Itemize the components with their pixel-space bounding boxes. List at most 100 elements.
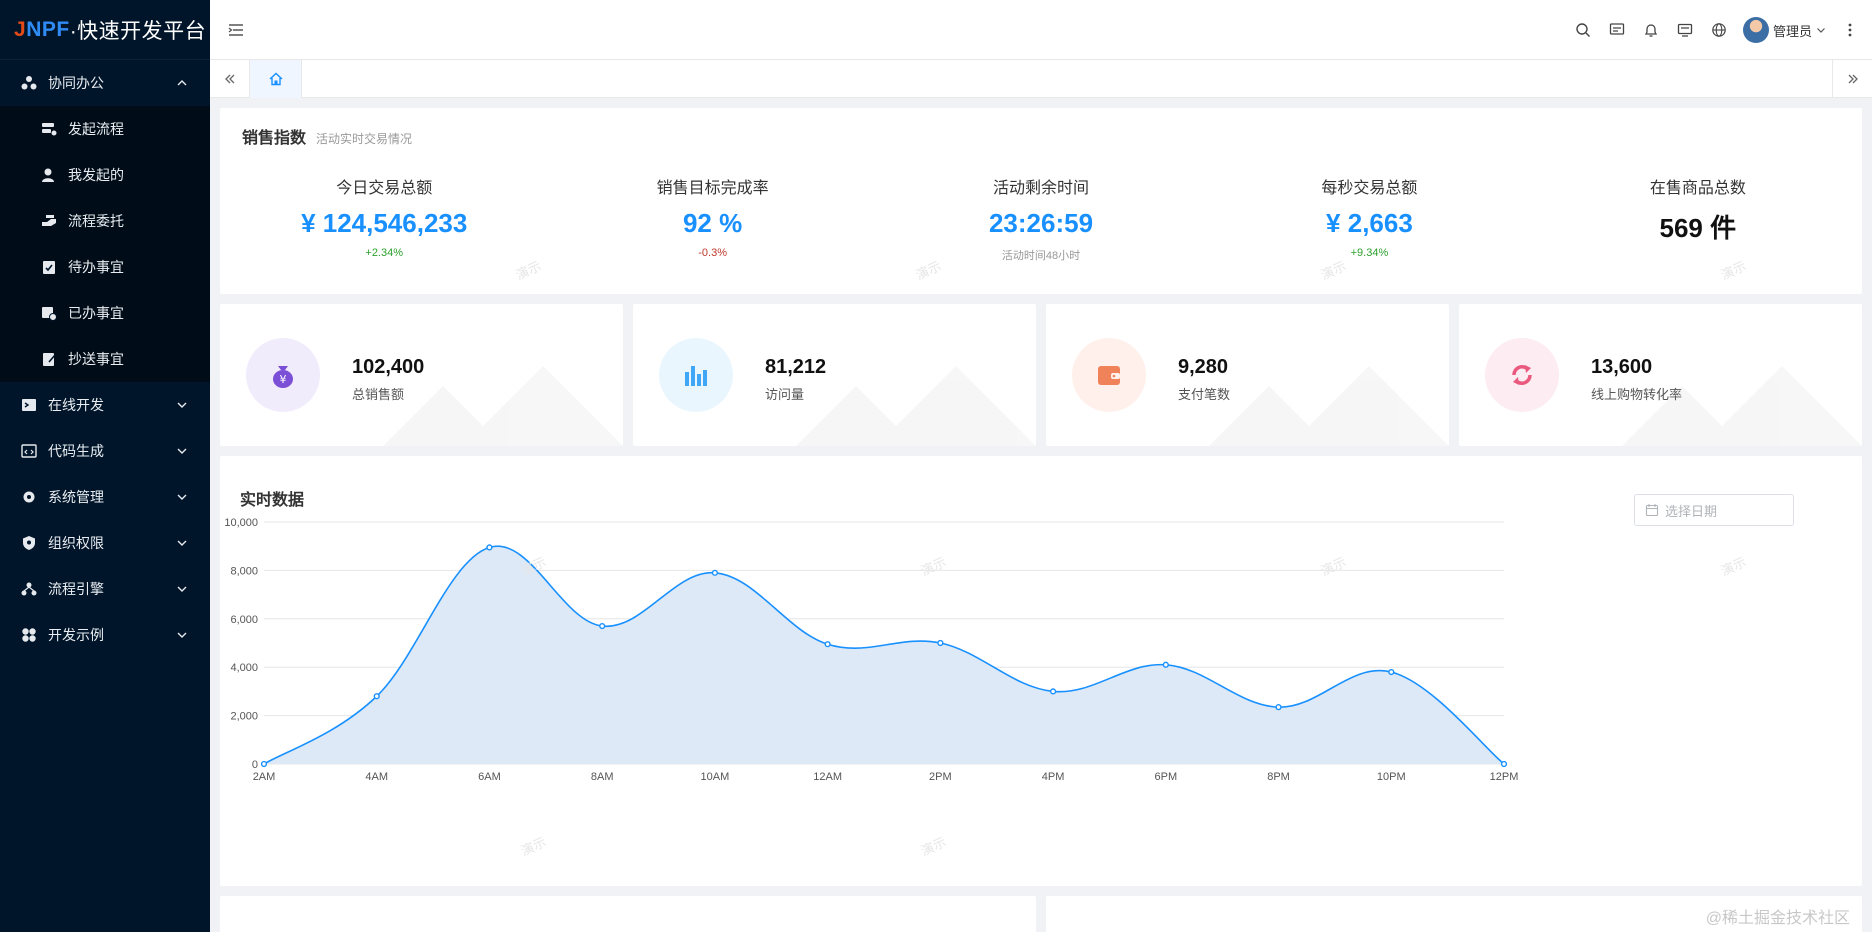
sales-index-card: 销售指数 活动实时交易情况 今日交易总额 ¥ 124,546,233 +2.34… xyxy=(220,108,1862,294)
kpi-label: 活动剩余时间 xyxy=(993,180,1090,197)
menu-collapse-icon[interactable] xyxy=(226,20,246,40)
sidebar-group-online-dev[interactable]: 在线开发 xyxy=(0,382,210,428)
kpi-change: +9.34% xyxy=(1350,247,1389,259)
kpi-label: 今日交易总额 xyxy=(336,180,433,197)
sidebar-item-label: 流程委托 xyxy=(68,213,124,229)
globe-icon[interactable] xyxy=(1709,20,1729,40)
sidebar-item-label: 待办事宜 xyxy=(68,259,124,275)
bell-icon[interactable] xyxy=(1641,20,1661,40)
kpi-value: ¥ 2,663 xyxy=(1326,208,1413,238)
data-point xyxy=(1275,704,1282,711)
x-tick-label: 4AM xyxy=(365,771,388,783)
sidebar-group-label: 组织权限 xyxy=(48,535,104,551)
decorative-arrows xyxy=(1622,366,1862,446)
delegate-icon xyxy=(40,212,58,230)
sidebar-group-org-auth[interactable]: 组织权限 xyxy=(0,520,210,566)
kpi-products-on-sale: 在售商品总数 569 件 xyxy=(1534,174,1862,263)
sidebar-item-delegate[interactable]: 流程委托 xyxy=(0,198,210,244)
user-menu[interactable]: 管理员 xyxy=(1742,17,1826,43)
sidebar-item-my-launched[interactable]: 我发起的 xyxy=(0,152,210,198)
stat-value: 9,280 xyxy=(1178,356,1229,378)
stat-card-conversion: 13,600 线上购物转化率 xyxy=(1459,304,1862,446)
tab-home[interactable] xyxy=(250,60,302,98)
chevron-down-icon xyxy=(177,402,187,408)
sidebar-group-codegen[interactable]: 代码生成 xyxy=(0,428,210,474)
header-actions: 管理员 xyxy=(1573,0,1860,60)
more-icon[interactable] xyxy=(1840,20,1860,40)
stats-row: ¥ 102,400 总销售额 81,212 访问量 9,280 支付笔数 xyxy=(220,304,1862,446)
sidebar-item-cc[interactable]: 抄送事宜 xyxy=(0,336,210,382)
top-header: 管理员 xyxy=(210,0,1872,60)
data-point xyxy=(1049,688,1057,695)
sidebar-item-done[interactable]: 已办事宜 xyxy=(0,290,210,336)
realtime-title: 实时数据 xyxy=(240,492,305,509)
sidebar-group-examples[interactable]: 开发示例 xyxy=(0,612,210,658)
chevron-up-icon xyxy=(177,80,187,86)
kpi-value: 92 % xyxy=(682,208,743,238)
sidebar-group-collab[interactable]: 协同办公 xyxy=(0,60,210,106)
logo-text: ·快速开发平台 xyxy=(69,19,207,43)
kpi-per-second: 每秒交易总额 ¥ 2,663 +9.34% xyxy=(1205,174,1533,263)
tabs-scroll-left-icon[interactable] xyxy=(210,60,250,98)
sidebar-item-todo[interactable]: 待办事宜 xyxy=(0,244,210,290)
chevron-down-icon xyxy=(177,586,187,592)
message-icon[interactable] xyxy=(1607,20,1627,40)
sidebar-group-workflow[interactable]: 流程引擎 xyxy=(0,566,210,612)
sidebar-menu: 协同办公 发起流程 我发起的 流程委托 待办事宜 已办事宜 xyxy=(0,60,210,658)
app-logo[interactable]: J NPF ·快速开发平台 xyxy=(0,0,210,60)
date-picker[interactable]: 选择日期 xyxy=(1634,494,1794,526)
data-point xyxy=(1162,661,1169,668)
shield-icon xyxy=(20,534,38,552)
series-line xyxy=(263,545,1505,765)
x-tick-label: 12PM xyxy=(1490,771,1519,783)
date-placeholder: 选择日期 xyxy=(1665,503,1718,519)
kpi-note: 活动时间48小时 xyxy=(1001,250,1081,262)
user-name: 管理员 xyxy=(1772,23,1812,39)
sidebar-item-label: 发起流程 xyxy=(68,121,124,137)
tabs-scroll-right-icon[interactable] xyxy=(1832,60,1872,98)
data-point xyxy=(373,693,380,700)
decorative-arrows xyxy=(383,366,623,446)
data-point xyxy=(260,760,268,768)
sidebar-item-label: 抄送事宜 xyxy=(68,351,124,367)
area-fill xyxy=(264,546,1504,764)
sidebar-group-label: 流程引擎 xyxy=(48,581,104,597)
x-tick-label: 6AM xyxy=(478,771,501,783)
stat-label: 访问量 xyxy=(765,387,805,402)
todo-icon xyxy=(40,258,58,276)
screen-icon[interactable] xyxy=(1675,20,1695,40)
chevron-down-icon xyxy=(1817,28,1825,33)
kpi-label: 每秒交易总额 xyxy=(1321,180,1418,197)
avatar xyxy=(1742,17,1769,43)
data-point xyxy=(711,569,719,576)
sidebar-group-label: 在线开发 xyxy=(48,397,104,413)
x-tick-label: 12AM xyxy=(813,771,842,783)
sidebar-item-launch-flow[interactable]: 发起流程 xyxy=(0,106,210,152)
tabs-bar xyxy=(210,60,1872,98)
sidebar-item-label: 已办事宜 xyxy=(68,305,124,321)
calendar-icon xyxy=(1645,504,1659,517)
main-content: 销售指数 活动实时交易情况 今日交易总额 ¥ 124,546,233 +2.34… xyxy=(220,108,1862,932)
gear-icon xyxy=(20,488,38,506)
bottom-card-left xyxy=(220,896,1036,932)
stat-value: 81,212 xyxy=(765,356,827,378)
data-point xyxy=(599,622,606,630)
money-bag-icon: ¥ xyxy=(246,338,320,412)
x-tick-label: 10PM xyxy=(1377,771,1406,783)
wallet-icon xyxy=(1072,338,1146,412)
decorative-arrows xyxy=(1209,366,1449,446)
kpi-remaining-time: 活动剩余时间 23:26:59 活动时间48小时 xyxy=(877,174,1205,263)
my-launched-icon xyxy=(40,166,58,184)
done-icon xyxy=(40,304,58,322)
logo-letter-j: J xyxy=(14,17,27,41)
sidebar-group-system[interactable]: 系统管理 xyxy=(0,474,210,520)
home-icon xyxy=(269,72,282,86)
x-tick-label: 2AM xyxy=(253,771,276,783)
chevron-down-icon xyxy=(177,632,187,638)
refresh-icon xyxy=(1485,338,1559,412)
search-icon[interactable] xyxy=(1573,20,1593,40)
examples-icon xyxy=(20,626,38,644)
kpi-change: -0.3% xyxy=(698,247,727,259)
bar-chart-icon xyxy=(659,338,733,412)
bottom-card-right xyxy=(1046,896,1862,932)
